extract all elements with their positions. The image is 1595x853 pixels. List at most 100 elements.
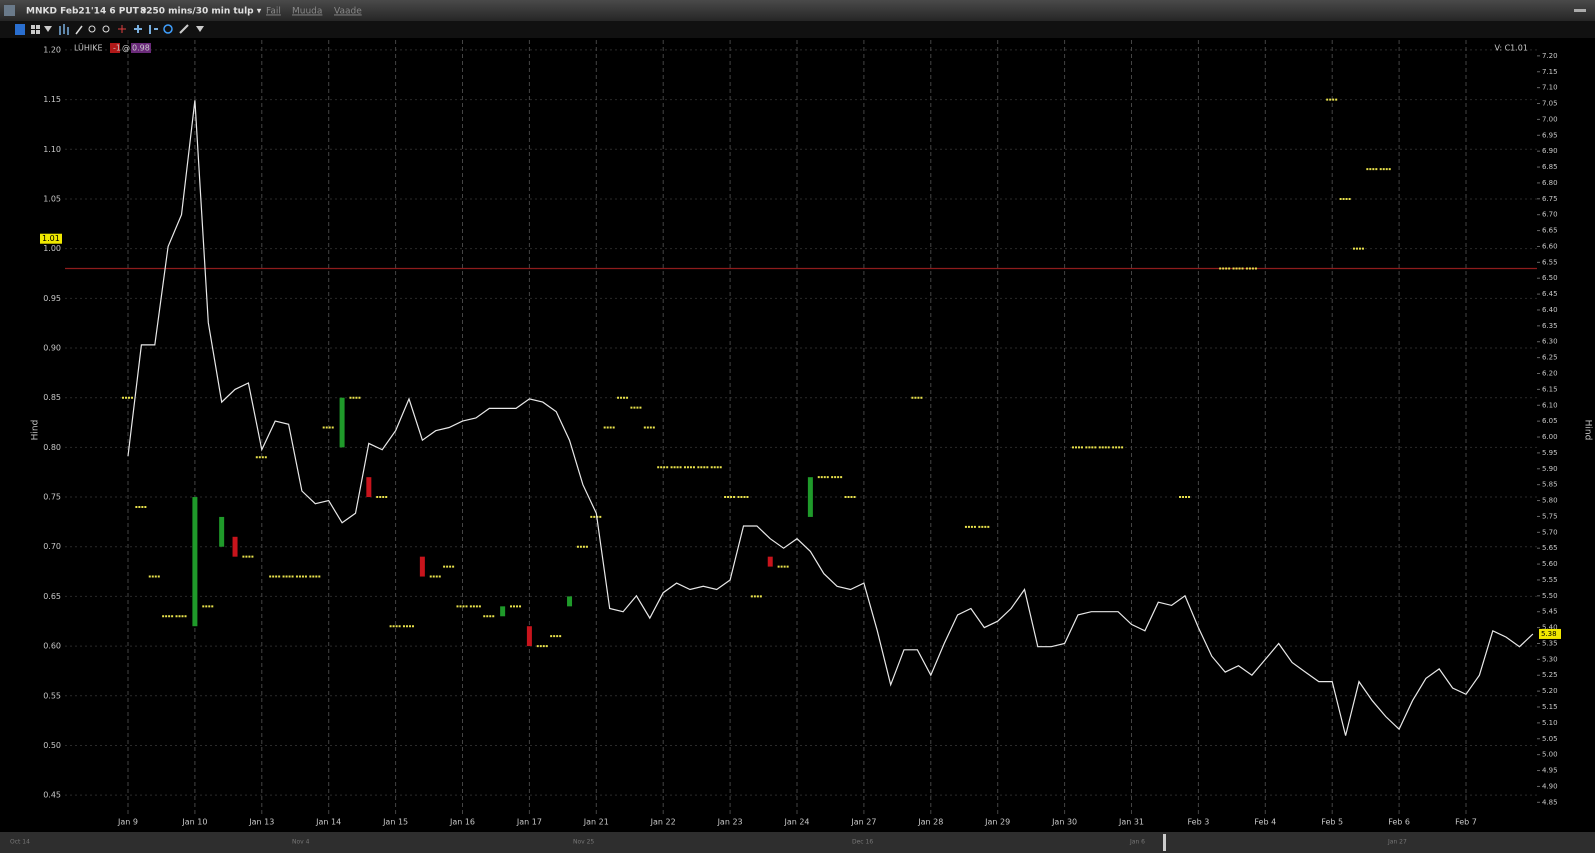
title-bar — [0, 0, 1595, 21]
y-tick-label: 0.65 — [43, 592, 61, 601]
y2-tick-label: 6.35 — [1542, 322, 1558, 330]
y2-tick-label: 6.85 — [1542, 163, 1558, 171]
window-control[interactable] — [1574, 9, 1586, 12]
candle-body — [232, 536, 238, 557]
menu-item[interactable]: Fail — [266, 7, 281, 17]
x-tick-label: Jan 23 — [717, 818, 743, 827]
y2-tick-label: 5.10 — [1542, 719, 1558, 727]
y2-axis-label: Hind — [1583, 420, 1593, 441]
x-tick-label: Jan 15 — [382, 818, 408, 827]
y2-tick-label: 5.65 — [1542, 544, 1558, 552]
menu-item[interactable]: Vaade — [334, 7, 362, 17]
x-tick-label: Feb 7 — [1455, 818, 1477, 827]
navigator[interactable] — [0, 832, 1595, 853]
candle-body — [807, 477, 813, 517]
y2-tick-label: 6.70 — [1542, 211, 1558, 219]
y-tick-label: 0.70 — [43, 542, 61, 551]
app-icon — [4, 5, 15, 16]
y2-tick-label: 6.65 — [1542, 227, 1558, 235]
y2-tick-label: 7.00 — [1542, 115, 1558, 123]
y2-tick-label: 6.20 — [1542, 370, 1558, 378]
left-marker-bg — [40, 233, 62, 244]
candle-body — [219, 516, 225, 547]
x-tick-label: Jan 31 — [1118, 818, 1144, 827]
price-line — [127, 100, 1534, 736]
y2-tick-label: 5.55 — [1542, 576, 1558, 584]
y-tick-label: 0.95 — [43, 294, 61, 303]
x-tick-label: Jan 9 — [117, 818, 138, 827]
y2-tick-label: 6.40 — [1542, 306, 1558, 314]
y2-tick-label: 7.10 — [1542, 84, 1558, 92]
y2-tick-label: 4.95 — [1542, 767, 1558, 775]
period-selector[interactable]: 8250 mins/30 min tulp ▾ — [140, 7, 262, 17]
navigator-handle[interactable] — [1163, 834, 1166, 851]
legend-qty: -1 — [113, 44, 121, 53]
y2-tick-label: 6.30 — [1542, 338, 1558, 346]
navigator-label: Nov 4 — [292, 839, 310, 846]
legend-at: @ — [122, 44, 130, 53]
legend-side: LÜHIKE — [74, 43, 103, 53]
y2-tick-label: 5.50 — [1542, 592, 1558, 600]
y-axis-label: Hind — [31, 420, 41, 441]
legend-price: 0.98 — [132, 44, 150, 53]
y2-tick-label: 6.95 — [1542, 131, 1558, 139]
symbol-selector[interactable]: MNKD Feb21'14 6 PUT ▾ — [26, 7, 147, 17]
y2-tick-label: 5.35 — [1542, 639, 1558, 647]
toolbar-icons[interactable] — [15, 24, 204, 35]
x-tick-label: Jan 22 — [650, 818, 676, 827]
y2-tick-label: 6.50 — [1542, 274, 1558, 282]
x-tick-label: Jan 14 — [315, 818, 341, 827]
y2-tick-label: 6.00 — [1542, 433, 1558, 441]
x-tick-label: Jan 27 — [850, 818, 876, 827]
y2-tick-label: 6.10 — [1542, 401, 1558, 409]
y-tick-label: 1.15 — [43, 95, 61, 104]
y2-tick-label: 6.25 — [1542, 354, 1558, 362]
y2-tick-label: 5.70 — [1542, 528, 1558, 536]
y2-tick-label: 5.00 — [1542, 751, 1558, 759]
toolbar — [0, 21, 1595, 38]
y2-tick-label: 5.60 — [1542, 560, 1558, 568]
candle-body — [526, 626, 532, 647]
legend-price-bg — [131, 43, 151, 53]
y2-tick-label: 7.15 — [1542, 68, 1558, 76]
navigator-label: Jan 27 — [1387, 839, 1407, 846]
y2-tick-label: 5.15 — [1542, 703, 1558, 711]
x-tick-label: Jan 16 — [449, 818, 475, 827]
x-tick-label: Feb 3 — [1188, 818, 1210, 827]
y2-tick-label: 4.90 — [1542, 782, 1558, 790]
navigator-label: Jan 6 — [1129, 839, 1145, 846]
y-tick-label: 0.80 — [43, 443, 61, 452]
left-marker: 1.01 — [42, 234, 60, 243]
y2-tick-label: 6.75 — [1542, 195, 1558, 203]
y-tick-label: 0.55 — [43, 691, 61, 700]
y2-tick-label: 6.45 — [1542, 290, 1558, 298]
y2-tick-label: 6.15 — [1542, 385, 1558, 393]
y2-tick-label: 4.85 — [1542, 798, 1558, 806]
x-tick-label: Feb 4 — [1254, 818, 1276, 827]
x-tick-label: Feb 6 — [1388, 818, 1410, 827]
last-price: 5.38 — [1541, 630, 1557, 638]
last-price-bg — [1539, 628, 1561, 639]
y2-tick-label: 5.40 — [1542, 624, 1558, 632]
x-tick-label: Jan 24 — [783, 818, 809, 827]
y2-tick-label: 5.45 — [1542, 608, 1558, 616]
y2-tick-label: 5.90 — [1542, 465, 1558, 473]
y2-tick-label: 6.60 — [1542, 242, 1558, 250]
candle-body — [419, 556, 425, 577]
y2-tick-label: 5.85 — [1542, 481, 1558, 489]
y2-tick-label: 7.20 — [1542, 52, 1558, 60]
y2-tick-label: 5.05 — [1542, 735, 1558, 743]
x-tick-label: Jan 29 — [984, 818, 1010, 827]
y-tick-label: 0.45 — [43, 791, 61, 800]
candle-body — [500, 606, 506, 617]
y2-tick-label: 7.05 — [1542, 100, 1558, 108]
candle-body — [767, 556, 773, 567]
legend-qty-bg — [110, 43, 120, 53]
corner-label: V: C1.01 — [1495, 44, 1528, 53]
y2-tick-label: 5.20 — [1542, 687, 1558, 695]
menu-item[interactable]: Muuda — [292, 7, 322, 17]
candle-body — [339, 397, 345, 448]
x-tick-label: Jan 17 — [516, 818, 542, 827]
